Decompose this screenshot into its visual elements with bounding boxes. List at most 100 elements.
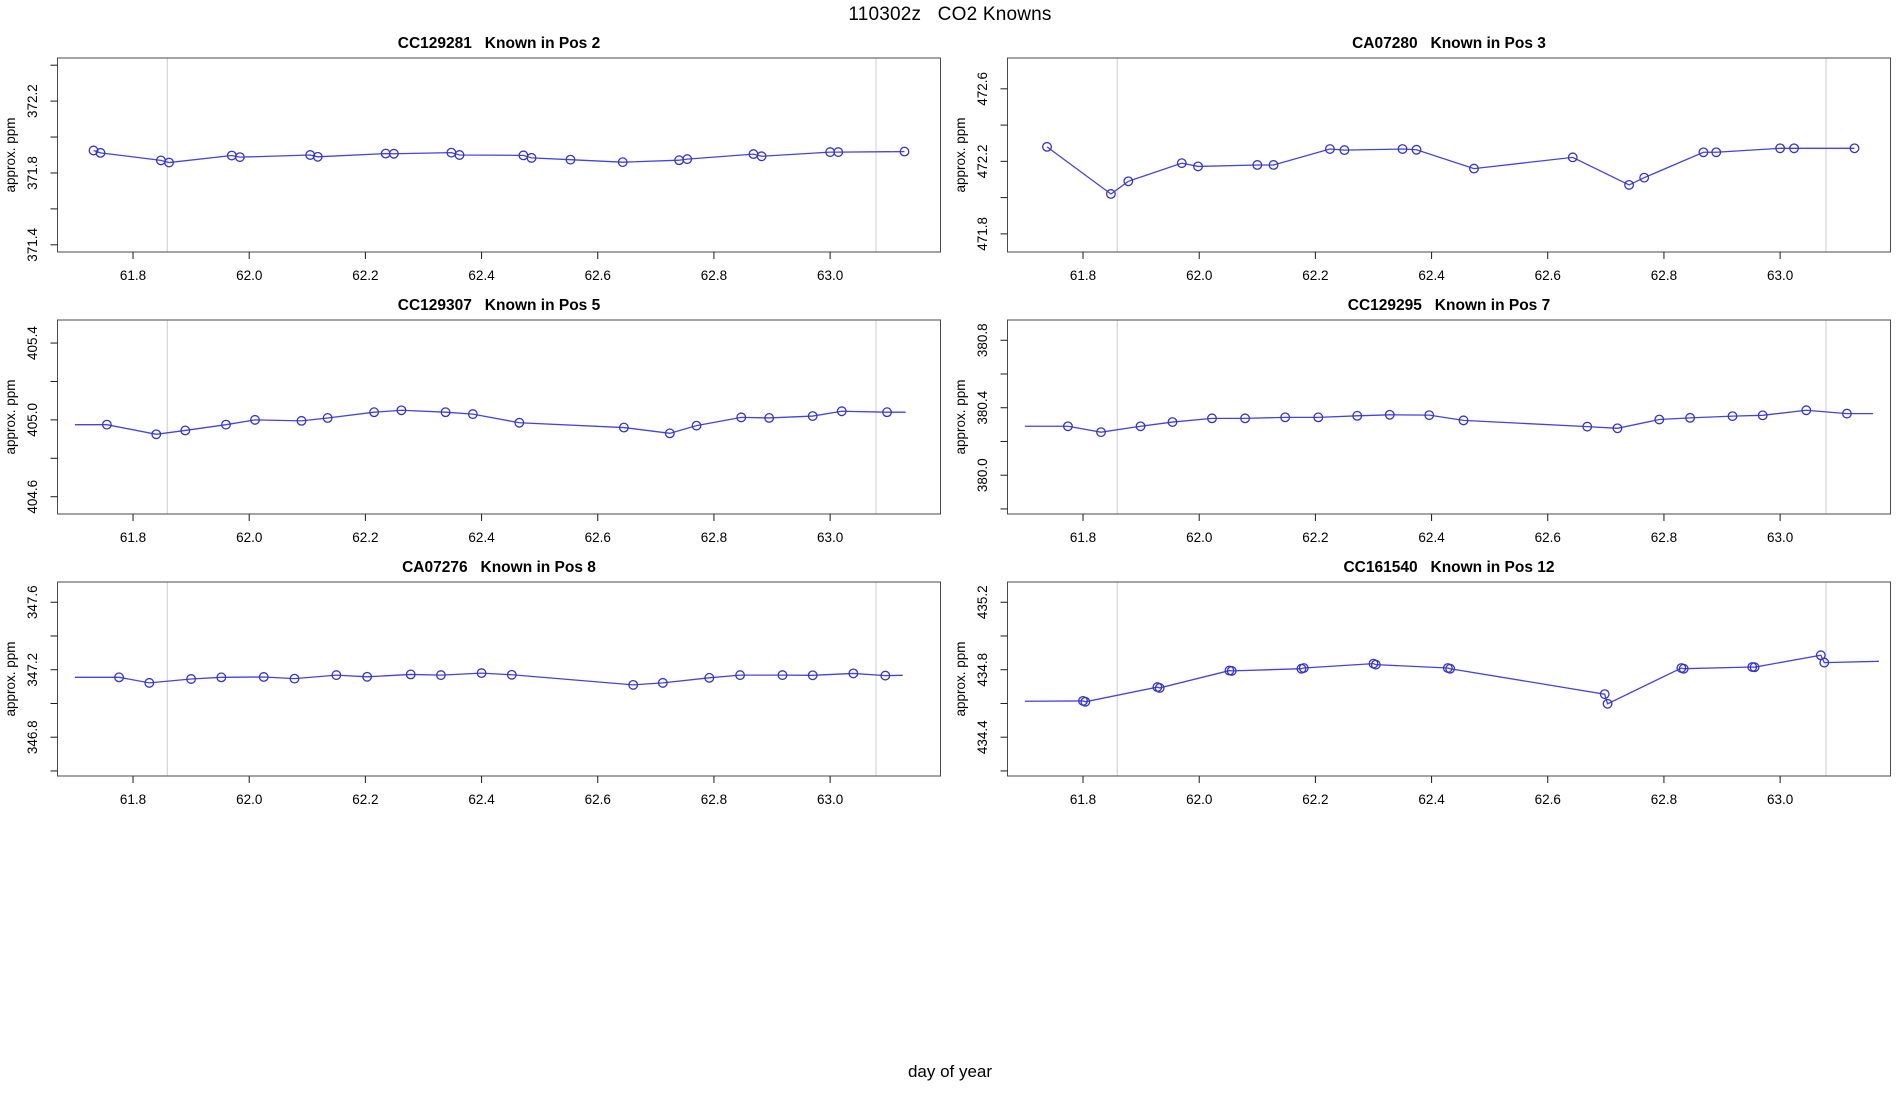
- x-tick-label: 62.0: [236, 530, 262, 545]
- data-point-marker: [1135, 421, 1146, 432]
- y-tick-label: 380.4: [975, 390, 990, 424]
- data-point-marker: [312, 151, 323, 162]
- data-point-marker: [1567, 152, 1578, 163]
- data-point-marker: [691, 420, 702, 431]
- data-point-marker: [1678, 663, 1689, 674]
- data-point-marker: [836, 406, 847, 417]
- data-point-marker: [848, 668, 859, 679]
- data-point-marker: [526, 152, 537, 163]
- data-point-marker: [1352, 410, 1363, 421]
- subplot-cell-4: CA07276 Known in Pos 8 61.8 62.0 62.2 62.4 62…: [0, 552, 950, 814]
- y-tick-label: 347.2: [25, 653, 40, 687]
- y-tick-label: 472.2: [975, 144, 990, 178]
- data-point-marker: [807, 670, 818, 681]
- data-point-marker: [1599, 689, 1610, 700]
- data-point-marker: [1582, 421, 1593, 432]
- data-point-marker: [1280, 412, 1291, 423]
- data-point-marker: [114, 672, 125, 683]
- data-point-marker: [1240, 413, 1251, 424]
- x-tick-label: 62.2: [1302, 268, 1328, 283]
- data-line: [74, 672, 903, 686]
- y-tick-label: 380.8: [975, 323, 990, 357]
- x-tick-label: 62.6: [1535, 530, 1561, 545]
- plot-frame: [1007, 57, 1891, 253]
- y-tick-label: 405.0: [25, 403, 40, 437]
- data-point-marker: [514, 417, 525, 428]
- y-tick-label: 380.0: [975, 458, 990, 492]
- data-line: [93, 149, 905, 164]
- y-tick-label: 472.6: [975, 72, 990, 106]
- data-point-marker: [1384, 409, 1395, 420]
- data-point-marker: [1698, 147, 1709, 158]
- plot-frame: [57, 57, 941, 253]
- subplot-title: CC129295 Known in Pos 7: [1348, 297, 1550, 314]
- x-tick-label: 61.8: [1070, 268, 1096, 283]
- x-tick-label: 62.8: [701, 268, 727, 283]
- x-tick-label: 62.4: [1418, 530, 1445, 545]
- subplot-title: CC161540 Known in Pos 12: [1343, 559, 1554, 576]
- subplot-3: CC129295 Known in Pos 7 61.8 62.0 62.2 62.4 6…: [953, 297, 1891, 545]
- plot-frame: [57, 319, 941, 515]
- data-point-marker: [296, 415, 307, 426]
- x-tick-label: 62.2: [1302, 530, 1328, 545]
- x-tick-label: 62.0: [236, 268, 262, 283]
- data-point-marker: [1841, 408, 1852, 419]
- data-point-marker: [1849, 143, 1860, 154]
- data-point-marker: [1096, 427, 1106, 438]
- x-tick-label: 62.0: [1186, 792, 1212, 807]
- subplot-cell-1: CA07280 Known in Pos 3 61.8 62.0 62.2 62.4 62…: [950, 28, 1900, 290]
- data-point-marker: [882, 407, 893, 418]
- subplot-title: CC129281 Known in Pos 2: [398, 35, 600, 52]
- data-point-marker: [1397, 144, 1408, 154]
- x-tick-label: 61.8: [1070, 792, 1096, 807]
- data-point-marker: [565, 154, 576, 165]
- data-point-marker: [1458, 415, 1469, 426]
- x-tick-label: 62.8: [701, 530, 727, 545]
- data-point-marker: [1370, 659, 1381, 670]
- data-point-marker: [1105, 189, 1116, 199]
- data-point-marker: [440, 407, 451, 418]
- x-tick-label: 62.4: [1418, 792, 1445, 807]
- data-point-marker: [396, 405, 407, 416]
- data-point-marker: [1654, 414, 1665, 425]
- data-point-marker: [506, 669, 517, 680]
- x-tick-label: 63.0: [817, 530, 843, 545]
- data-point-marker: [1424, 410, 1435, 421]
- data-point-marker: [1801, 405, 1812, 416]
- data-point-marker: [1749, 662, 1760, 673]
- subplot-title: CA07280 Known in Pos 3: [1352, 35, 1546, 52]
- x-tick-label: 62.2: [352, 530, 378, 545]
- subplot-2: CC129307 Known in Pos 5 61.8 62.0 62.2 62.4 6…: [3, 297, 941, 545]
- x-tick-label: 62.6: [1535, 792, 1561, 807]
- data-point-marker: [250, 414, 260, 425]
- x-tick-label: 62.4: [468, 268, 495, 283]
- data-point-marker: [186, 674, 197, 684]
- data-point-marker: [1727, 411, 1738, 422]
- data-point-marker: [1207, 413, 1217, 424]
- data-point-marker: [1711, 147, 1722, 158]
- data-point-marker: [1411, 144, 1422, 155]
- data-point-marker: [1339, 145, 1350, 156]
- y-tick-label: 434.4: [975, 720, 990, 754]
- data-point-marker: [1252, 160, 1263, 170]
- data-point-marker: [289, 673, 300, 684]
- data-line: [74, 409, 906, 435]
- subplot-cell-0: CC129281 Known in Pos 2 61.8 62.0 62.2 62.4 6…: [0, 28, 950, 290]
- subplot-5: CC161540 Known in Pos 12 61.8 62.0 62.2 62.4…: [953, 559, 1891, 807]
- y-axis-label: approx. ppm: [953, 117, 968, 192]
- x-tick-label: 63.0: [1767, 792, 1793, 807]
- data-point-marker: [682, 154, 693, 165]
- x-tick-label: 62.0: [236, 792, 262, 807]
- x-tick-label: 62.4: [468, 530, 495, 545]
- subplot-1: CA07280 Known in Pos 3 61.8 62.0 62.2 62.4 62…: [953, 35, 1891, 283]
- data-point-marker: [1789, 143, 1800, 154]
- data-point-marker: [1268, 160, 1279, 170]
- plot-frame: [57, 581, 941, 777]
- data-point-marker: [618, 422, 629, 433]
- x-axis-outer-label: day of year: [907, 1062, 993, 1081]
- subplot-cell-2: CC129307 Known in Pos 5 61.8 62.0 62.2 62.4 6…: [0, 290, 950, 552]
- y-axis-label: approx. ppm: [3, 379, 18, 454]
- data-point-marker: [1080, 696, 1091, 707]
- data-point-marker: [221, 419, 231, 430]
- x-tick-label: 62.0: [1186, 530, 1212, 545]
